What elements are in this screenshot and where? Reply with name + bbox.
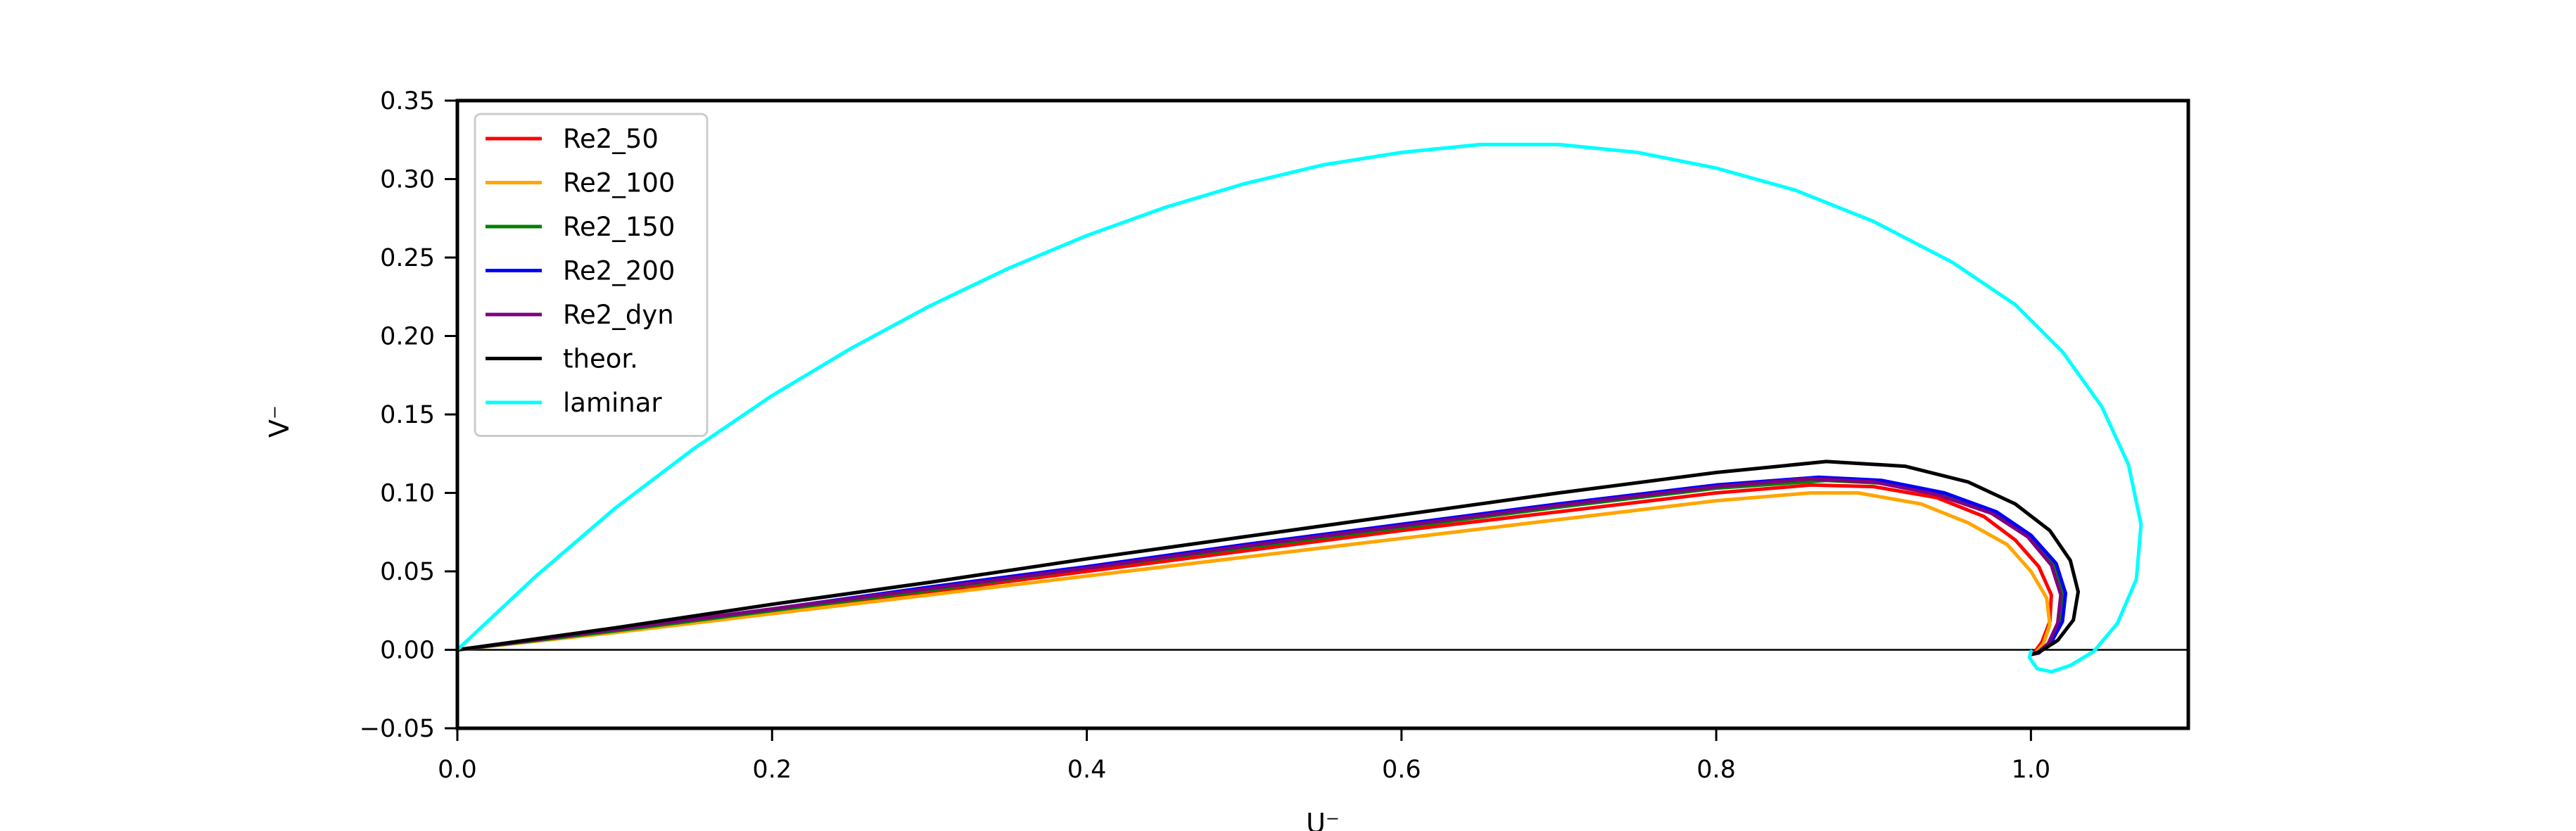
x-tick-label: 1.0 (2012, 756, 2051, 784)
x-tick-label: 0.0 (438, 756, 477, 784)
y-axis-title: V⁻ (264, 405, 295, 438)
y-tick-label: 0.00 (380, 637, 435, 665)
legend: Re2_50 Re2_100 Re2_150 Re2_200 Re2_dyn theor.… (474, 113, 709, 437)
x-axis-title: U⁻ (1306, 808, 1340, 831)
y-tick-label: 0.10 (380, 480, 435, 508)
axes-layer: 0.0 0.2 0.4 0.6 0.8 1.0 −0.05 0.00 0.05 0.10 0.15 0… (264, 87, 2190, 831)
legend-label: Re2_50 (563, 124, 659, 154)
series-line-laminar (457, 142, 2143, 674)
y-tick-label: 0.25 (380, 244, 435, 272)
y-tick-label: 0.30 (380, 166, 435, 194)
series-line-theor- (457, 459, 2080, 656)
x-tick-label: 0.4 (1067, 756, 1107, 784)
legend-label: laminar (563, 388, 662, 418)
y-tick-label: 0.15 (380, 401, 435, 429)
series-line-re2-100 (457, 491, 2052, 656)
series-line-re2-dyn (457, 476, 2063, 656)
plot-series-layer (457, 142, 2188, 674)
legend-label: Re2_100 (563, 168, 675, 198)
legend-box (474, 113, 709, 437)
y-tick-label: −0.05 (360, 715, 435, 743)
x-tick-label: 0.8 (1696, 756, 1736, 784)
x-tick-label: 0.2 (752, 756, 792, 784)
y-tick-label: 0.35 (380, 87, 435, 115)
x-tick-label: 0.6 (1382, 756, 1421, 784)
y-tick-label: 0.20 (380, 323, 435, 351)
legend-label: Re2_dyn (563, 300, 674, 330)
legend-label: Re2_150 (563, 212, 675, 242)
legend-label: theor. (563, 344, 638, 374)
y-tick-label: 0.05 (380, 558, 435, 586)
legend-label: Re2_200 (563, 256, 675, 286)
